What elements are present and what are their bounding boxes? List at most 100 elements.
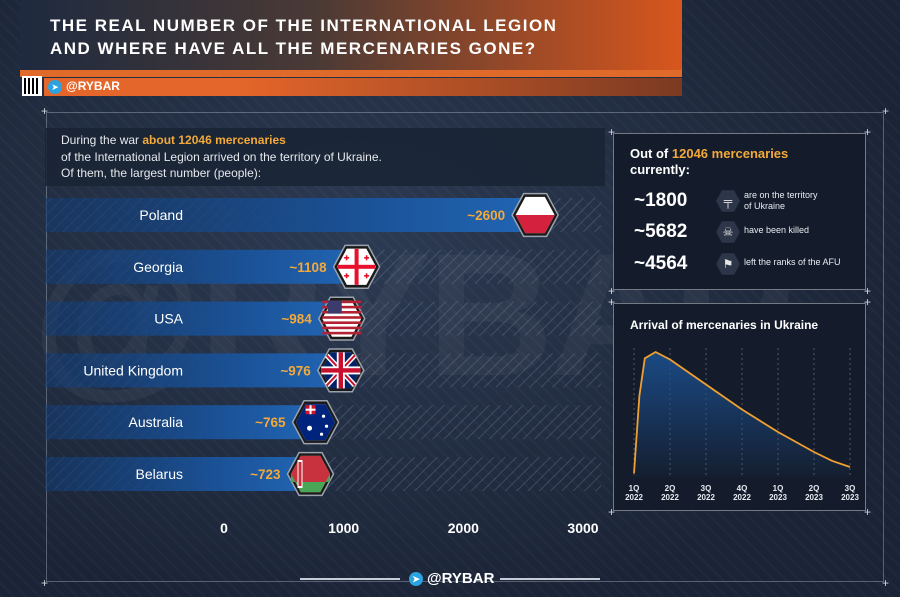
flag-stripe — [322, 316, 362, 319]
stat-desc-line-2: of Ukraine — [744, 201, 786, 211]
value-label: ~765 — [255, 415, 286, 430]
intro-highlight: about 12046 mercenaries — [142, 133, 286, 147]
arrival-panel: + + + + Arrival of mercenaries in Ukrain… — [608, 295, 871, 519]
x-tick-year: 2022 — [697, 493, 715, 502]
flag-cross-small — [365, 273, 368, 279]
header-strip — [20, 70, 682, 77]
flag-stripe — [322, 321, 362, 324]
bar — [45, 301, 342, 336]
x-tick-quarter: 1Q — [629, 484, 640, 493]
footer-divider — [300, 578, 400, 580]
stat-row-left-ranks: ~4564 ⚑ left the ranks of the AFU — [628, 253, 858, 277]
corner-mark-icon: + — [608, 284, 616, 298]
stat-desc: are on the territory of Ukraine — [744, 190, 818, 212]
x-tick-year: 2022 — [625, 493, 643, 502]
stats-title-line-2: currently: — [630, 162, 690, 177]
channel-handle[interactable]: @RYBAR — [66, 79, 120, 93]
x-tick-year: 2023 — [841, 493, 859, 502]
stat-value: ~1800 — [634, 190, 688, 211]
x-tick-year: 2023 — [769, 493, 787, 502]
skull-icon: ☠ — [716, 221, 740, 243]
bar — [45, 353, 341, 388]
category-label: USA — [154, 311, 183, 327]
intro-prefix: During the war — [61, 133, 143, 147]
flag-cross — [321, 368, 361, 373]
intro-line-2: of the International Legion arrived on t… — [61, 149, 382, 164]
flag-cross-small — [365, 255, 368, 261]
qr-code-icon[interactable] — [22, 76, 42, 96]
stats-title: Out of 12046 mercenaries currently: — [630, 146, 788, 178]
flag-stripe — [322, 331, 362, 335]
footer-handle[interactable]: @RYBAR — [427, 570, 495, 587]
flag-cross-small — [345, 255, 348, 261]
arrival-chart-title: Arrival of mercenaries in Ukraine — [630, 318, 819, 332]
telegram-icon: ➤ — [409, 572, 423, 587]
x-tick-label: 2000 — [448, 520, 479, 536]
flag-canton — [327, 300, 342, 314]
category-label: Australia — [129, 414, 184, 430]
belarus-flag-icon — [286, 451, 335, 497]
stat-row-on-territory: ~1800 ╤ are on the territory of Ukraine — [628, 190, 858, 214]
x-tick-quarter: 2Q — [665, 484, 676, 493]
x-tick-quarter: 4Q — [737, 484, 748, 493]
x-tick-year: 2022 — [733, 493, 751, 502]
value-label: ~723 — [250, 467, 281, 482]
intro-text: During the war about 12046 mercenaries o… — [45, 128, 605, 186]
title-line-2: AND WHERE HAVE ALL THE MERCENARIES GONE? — [50, 39, 537, 58]
corner-mark-icon: + — [863, 125, 871, 139]
category-label: United Kingdom — [83, 362, 183, 378]
x-tick-quarter: 3Q — [845, 484, 856, 493]
corner-mark-icon: + — [863, 284, 871, 298]
uk-flag-icon — [316, 348, 365, 393]
category-label: Poland — [139, 207, 183, 223]
flag-ornament — [298, 462, 302, 486]
x-tick-label: 1000 — [328, 520, 359, 536]
intro-line-1: During the war about 12046 mercenaries — [61, 132, 605, 149]
stats-title-prefix: Out of — [630, 146, 672, 161]
flag-star — [319, 432, 324, 436]
corner-mark-icon: + — [608, 295, 616, 309]
stats-title-highlight: 12046 mercenaries — [671, 146, 789, 161]
value-label: ~984 — [281, 312, 312, 327]
channel-tag-bar[interactable]: ➤ @RYBAR — [44, 78, 682, 96]
x-tick-year: 2023 — [805, 493, 823, 502]
main-frame: + + + + — [41, 104, 889, 590]
corner-mark-icon: + — [863, 505, 871, 519]
flag-cross — [337, 264, 376, 269]
flag-star — [324, 424, 329, 428]
stat-desc-line-1: are on the territory — [744, 190, 818, 200]
bar — [45, 405, 316, 440]
x-tick-quarter: 1Q — [773, 484, 784, 493]
series-line — [633, 350, 851, 474]
x-tick-year: 2022 — [661, 493, 679, 502]
white-flag-icon: ⚑ — [716, 253, 740, 275]
x-tick-quarter: 2Q — [809, 484, 820, 493]
georgia-flag-icon — [332, 244, 381, 289]
arrival-area-chart: 1Q20222Q20223Q20224Q20221Q20232Q20233Q20… — [625, 348, 859, 502]
intro-line-3: Of them, the largest number (people): — [61, 166, 262, 180]
corner-mark-icon: + — [881, 104, 889, 118]
rifle-icon: ╤ — [716, 190, 740, 212]
corner-mark-icon: + — [863, 295, 871, 309]
australia-flag-icon — [291, 400, 340, 445]
bar — [45, 198, 536, 232]
value-label: ~2600 — [467, 208, 505, 223]
x-tick-label: 0 — [220, 520, 228, 536]
corner-mark-icon: + — [881, 576, 889, 590]
flag-cross-small — [345, 273, 348, 279]
value-label: ~1108 — [289, 260, 327, 275]
page-title: THE REAL NUMBER OF THE INTERNATIONAL LEG… — [50, 14, 557, 60]
flag-stripe — [322, 326, 362, 330]
x-tick-quarter: 3Q — [701, 484, 712, 493]
bar — [45, 457, 311, 491]
header-banner: THE REAL NUMBER OF THE INTERNATIONAL LEG… — [20, 0, 682, 70]
poland-flag-icon — [511, 192, 559, 238]
stats-panel: + + + + Out of 12046 mercenaries current… — [608, 125, 871, 298]
stat-value: ~5682 — [634, 221, 688, 242]
footer-logo[interactable]: ➤ @RYBAR — [409, 570, 494, 587]
bar — [45, 249, 357, 284]
x-tick-label: 3000 — [567, 520, 598, 536]
value-label: ~976 — [280, 363, 311, 378]
flag-star — [321, 414, 326, 418]
stat-row-killed: ~5682 ☠ have been killed — [628, 221, 858, 245]
